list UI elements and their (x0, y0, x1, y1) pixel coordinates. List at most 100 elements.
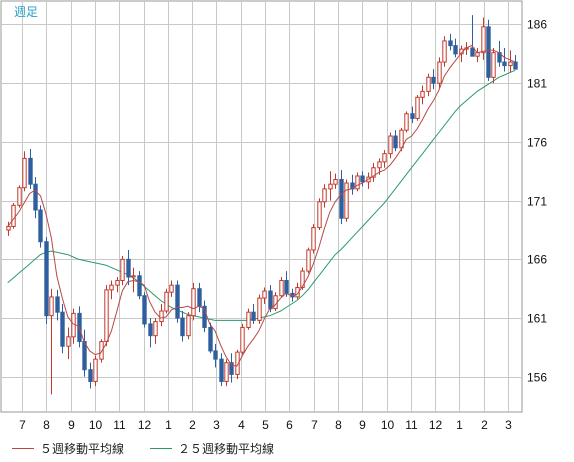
candle-body-up (415, 96, 420, 119)
candle-body-up (159, 310, 164, 323)
candle-body-up (426, 76, 431, 92)
y-tick-label: 171 (527, 195, 547, 209)
candle-body-down (268, 290, 273, 310)
candle-body-up (224, 362, 229, 382)
candle-body-up (279, 279, 284, 297)
candle-body-down (410, 113, 415, 119)
x-tick-label: 3 (505, 418, 512, 432)
candle-body-down (513, 61, 518, 70)
candle-body-up (93, 358, 98, 382)
x-tick-label: 5 (262, 418, 269, 432)
candle-body-down (393, 135, 398, 149)
candle-body-down (350, 182, 355, 190)
candle-body-up (153, 321, 158, 337)
candle-body-down (213, 350, 218, 360)
candle-body-down (251, 311, 256, 321)
candle-body-down (126, 258, 131, 278)
x-tick-label: 10 (381, 418, 395, 432)
x-tick-label: 8 (335, 418, 342, 432)
candle-body-up (371, 167, 376, 178)
candle-body-up (311, 227, 316, 251)
candle-body-down (453, 45, 458, 55)
candle-body-down (142, 295, 147, 325)
candle-body-down (137, 275, 142, 297)
candle-body-down (470, 47, 475, 57)
y-tick-label: 181 (527, 77, 547, 91)
candle-body-up (355, 175, 360, 190)
legend-item-ma25: ２５週移動平均線 (150, 440, 274, 457)
candle-body-up (164, 291, 169, 312)
candle-body-up (491, 52, 496, 78)
candle-body-down (33, 183, 38, 211)
candle-body-down (44, 241, 49, 317)
candle-body-up (115, 279, 120, 286)
candle-body-down (38, 209, 43, 243)
candle-body-down (180, 317, 185, 337)
x-tick-label: 7 (311, 418, 318, 432)
candle-body-down (175, 284, 180, 319)
x-tick-label: 9 (68, 418, 75, 432)
candle-body-up (295, 287, 300, 298)
candle-body-up (508, 61, 513, 67)
candle-body-up (273, 295, 278, 310)
candle-body-up (322, 188, 327, 203)
x-tick-label: 8 (43, 418, 50, 432)
legend-label-ma5: ５週移動平均線 (40, 441, 125, 456)
legend-label-ma25: ２５週移動平均線 (178, 441, 275, 456)
candle-body-down (148, 323, 153, 337)
candle-body-up (257, 297, 262, 321)
y-tick-label: 156 (527, 371, 547, 385)
legend-swatch-ma5 (12, 447, 34, 449)
candle-body-up (49, 296, 54, 317)
legend-swatch-ma25 (150, 447, 173, 449)
candle-body-down (28, 157, 33, 185)
candle-body-up (66, 336, 71, 347)
candle-body-up (262, 290, 267, 299)
candle-body-up (17, 187, 22, 206)
x-tick-label: 1 (456, 418, 463, 432)
candle-body-up (240, 326, 245, 353)
candle-body-up (169, 284, 174, 293)
y-tick-label: 186 (527, 18, 547, 32)
candle-body-down (448, 40, 453, 47)
candle-body-up (333, 178, 338, 185)
candle-body-up (71, 312, 76, 338)
x-tick-label: 4 (238, 418, 245, 432)
x-tick-label: 1 (165, 418, 172, 432)
candle-body-up (420, 90, 425, 98)
candle-body-down (88, 369, 93, 382)
y-tick-label: 161 (527, 312, 547, 326)
x-tick-label: 11 (113, 418, 126, 432)
candle-body-up (475, 52, 480, 57)
candle-body-up (306, 249, 311, 272)
candle-body-down (82, 341, 87, 371)
period-label: 週足 (14, 5, 38, 19)
x-tick-label: 2 (481, 418, 488, 432)
candle-body-up (120, 258, 125, 281)
x-tick-label: 6 (286, 418, 293, 432)
candle-body-down (55, 296, 60, 313)
candle-body-up (377, 161, 382, 169)
y-tick-label: 176 (527, 136, 547, 150)
candle-body-up (328, 183, 333, 190)
candle-body-up (104, 289, 109, 343)
x-tick-label: 11 (405, 418, 418, 432)
candle-body-up (99, 341, 104, 360)
chart-legend: ５週移動平均線 ２５週移動平均線 (12, 439, 274, 457)
candle-body-down (197, 288, 202, 307)
candle-body-down (502, 61, 507, 67)
plot-area (0, 0, 523, 413)
candle-body-up (437, 61, 442, 84)
candle-body-up (404, 113, 409, 131)
candle-body-down (202, 305, 207, 328)
candle-body-up (481, 26, 486, 54)
candle-body-down (219, 358, 224, 382)
candle-body-up (388, 135, 393, 155)
candle-body-up (109, 284, 114, 291)
candle-body-up (191, 288, 196, 317)
candle-body-up (300, 270, 305, 289)
x-tick-label: 9 (359, 418, 366, 432)
candle-body-down (360, 175, 365, 183)
x-tick-label: 2 (189, 418, 196, 432)
